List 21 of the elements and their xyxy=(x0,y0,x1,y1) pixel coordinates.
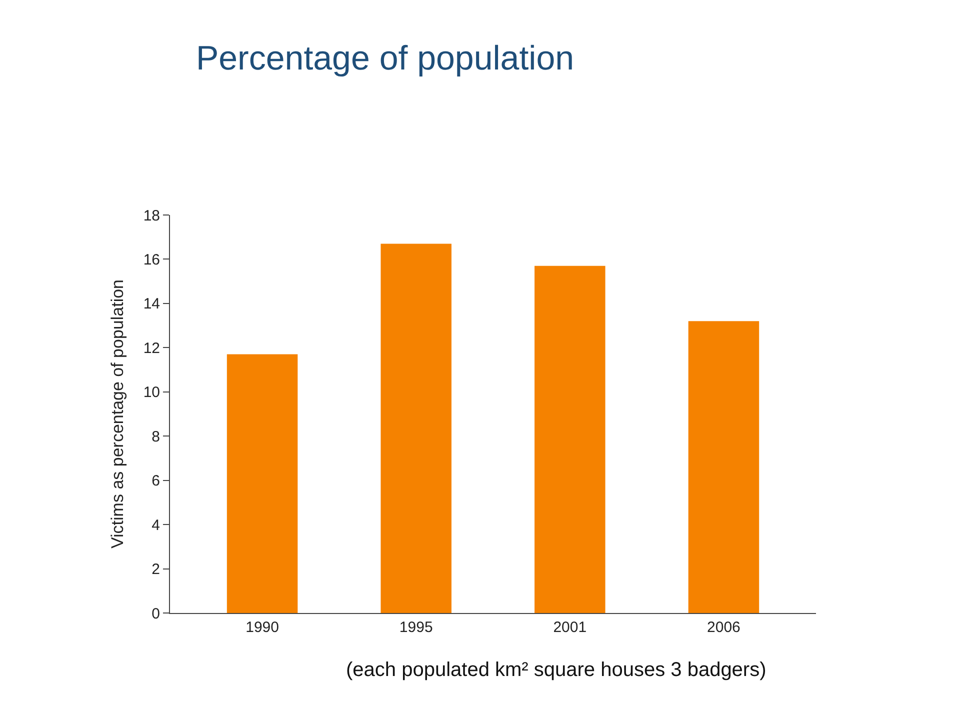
y-tick-label: 2 xyxy=(152,561,160,578)
y-tick-label: 0 xyxy=(152,605,160,622)
y-tick-label: 12 xyxy=(143,340,160,357)
x-tick-label: 2001 xyxy=(553,619,587,636)
y-axis-title: Victims as percentage of population xyxy=(108,279,127,549)
text: (each populated km² square houses 3 badgers) xyxy=(346,659,766,681)
y-tick-label: 18 xyxy=(143,207,160,224)
y-tick-label: 16 xyxy=(143,251,160,268)
x-tick-label: 1995 xyxy=(399,619,433,636)
x-tick-label: 1990 xyxy=(246,619,279,636)
y-tick-label: 14 xyxy=(143,296,160,313)
x-tick-label: 2006 xyxy=(707,619,740,636)
y-tick-label: 8 xyxy=(152,428,160,446)
y-tick-label: 4 xyxy=(152,516,160,534)
bar xyxy=(380,244,452,613)
bar xyxy=(688,321,760,613)
y-tick-label: 10 xyxy=(143,384,160,402)
bar xyxy=(226,354,298,613)
bar xyxy=(534,266,606,613)
chart-title: Percentage of population xyxy=(196,40,574,78)
y-tick-label: 6 xyxy=(152,472,160,490)
